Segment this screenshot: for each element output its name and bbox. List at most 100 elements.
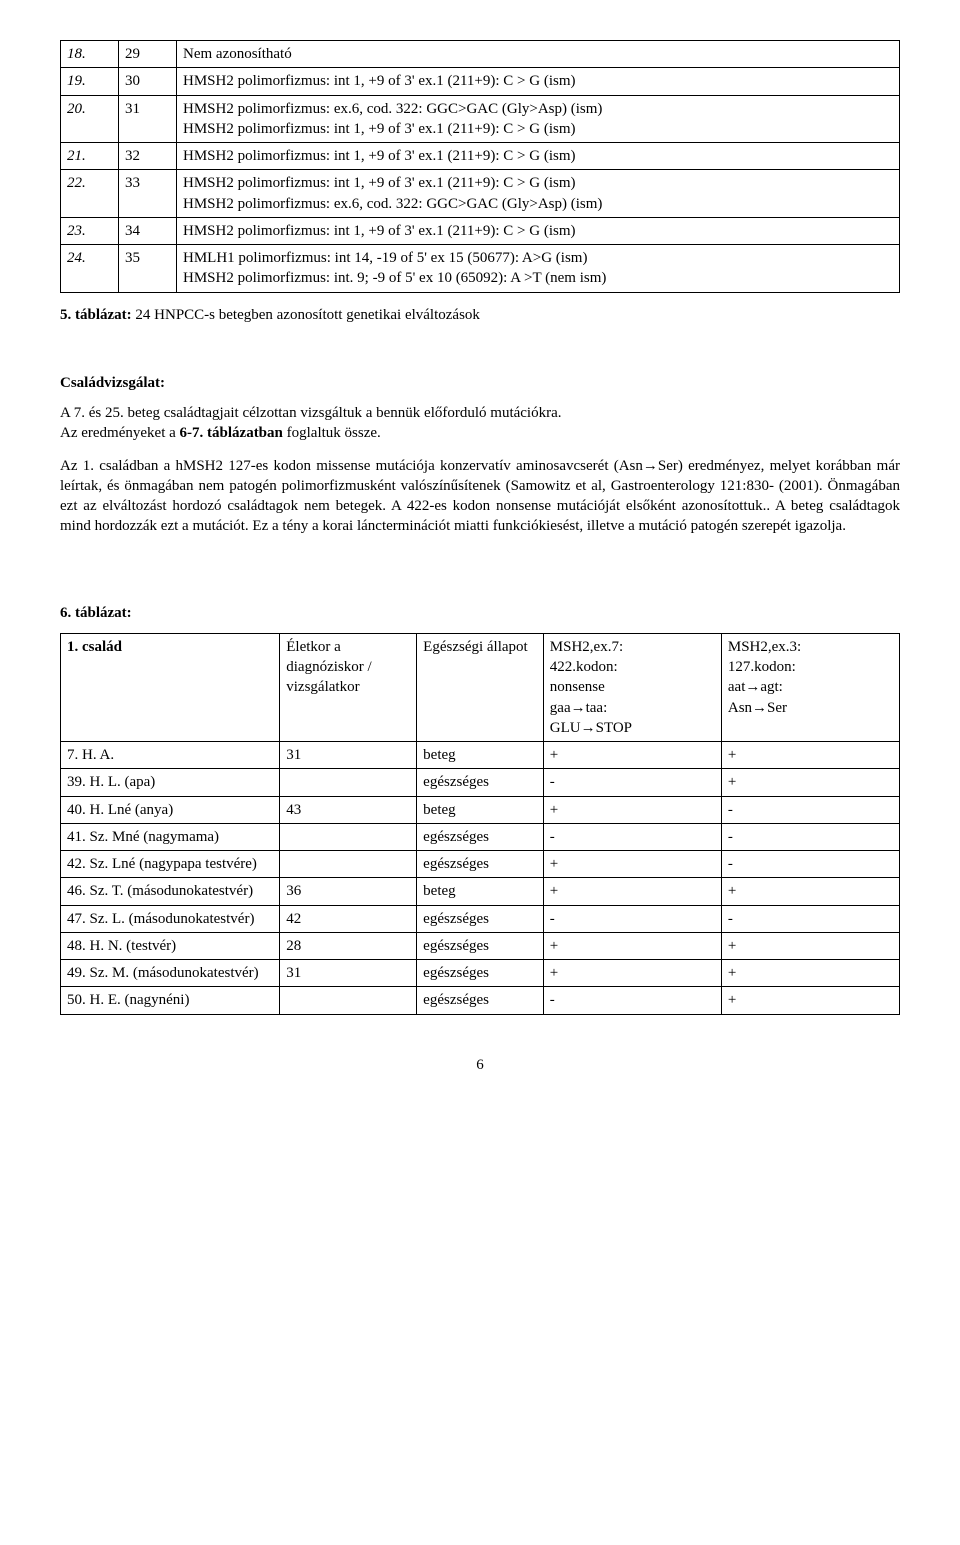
cell: beteg — [417, 742, 544, 769]
cell: beteg — [417, 796, 544, 823]
cell: + — [543, 742, 721, 769]
row-id: 29 — [119, 41, 177, 68]
row-id: 33 — [119, 170, 177, 218]
cell: egészséges — [417, 960, 544, 987]
cell: - — [543, 823, 721, 850]
cell: - — [543, 769, 721, 796]
cell: 42 — [280, 905, 417, 932]
para-2: Az 1. családban a hMSH2 127-es kodon mis… — [60, 456, 900, 537]
table-row: 48. H. N. (testvér)28egészséges++ — [61, 932, 900, 959]
cell — [280, 769, 417, 796]
table-row: 49. Sz. M. (másodunokatestvér)31egészség… — [61, 960, 900, 987]
row-desc: HMSH2 polimorfizmus: int 1, +9 of 3' ex.… — [177, 170, 900, 218]
cell: 49. Sz. M. (másodunokatestvér) — [61, 960, 280, 987]
section-family-title: Családvizsgálat: — [60, 373, 900, 393]
cell: 42. Sz. Lné (nagypapa testvére) — [61, 851, 280, 878]
table-row: 46. Sz. T. (másodunokatestvér)36beteg++ — [61, 878, 900, 905]
cell: + — [721, 878, 899, 905]
para-1a: A 7. és 25. beteg családtagjait célzotta… — [60, 405, 562, 421]
table-row: 47. Sz. L. (másodunokatestvér)42egészség… — [61, 905, 900, 932]
row-id: 35 — [119, 245, 177, 293]
table-row: 19.30HMSH2 polimorfizmus: int 1, +9 of 3… — [61, 68, 900, 95]
table-row: 21.32HMSH2 polimorfizmus: int 1, +9 of 3… — [61, 143, 900, 170]
cell: - — [721, 823, 899, 850]
cell: - — [721, 905, 899, 932]
table-row: 22.33HMSH2 polimorfizmus: int 1, +9 of 3… — [61, 170, 900, 218]
table-row: 39. H. L. (apa) egészséges-+ — [61, 769, 900, 796]
row-id: 34 — [119, 217, 177, 244]
cell: + — [721, 769, 899, 796]
cell: + — [543, 960, 721, 987]
header-cell: 1. család — [61, 633, 280, 741]
row-desc: HMLH1 polimorfizmus: int 14, -19 of 5' e… — [177, 245, 900, 293]
header-cell: MSH2,ex.3: 127.kodon: aat→agt: Asn→Ser — [721, 633, 899, 741]
cell: - — [721, 851, 899, 878]
table-row: 20.31HMSH2 polimorfizmus: ex.6, cod. 322… — [61, 95, 900, 143]
cell: beteg — [417, 878, 544, 905]
cell: + — [721, 987, 899, 1014]
cell: egészséges — [417, 905, 544, 932]
para-1b-a: Az eredményeket a — [60, 425, 180, 441]
row-num: 19. — [61, 68, 119, 95]
cell: 36 — [280, 878, 417, 905]
cell: + — [543, 932, 721, 959]
table-row: 7. H. A.31beteg++ — [61, 742, 900, 769]
cell: + — [721, 742, 899, 769]
cell — [280, 823, 417, 850]
cell: + — [721, 932, 899, 959]
table2-title: 6. táblázat: — [60, 603, 900, 623]
cell: + — [543, 878, 721, 905]
caption-label: 5. táblázat: — [60, 307, 132, 323]
cell: - — [543, 987, 721, 1014]
page-number: 6 — [60, 1055, 900, 1075]
para-1: A 7. és 25. beteg családtagjait célzotta… — [60, 403, 900, 444]
header-cell: Egészségi állapot — [417, 633, 544, 741]
table-row: 18.29Nem azonosítható — [61, 41, 900, 68]
table-row: 40. H. Lné (anya)43beteg+- — [61, 796, 900, 823]
mutation-table: 18.29Nem azonosítható19.30HMSH2 polimorf… — [60, 40, 900, 293]
cell: egészséges — [417, 823, 544, 850]
row-num: 22. — [61, 170, 119, 218]
table1-caption: 5. táblázat: 24 HNPCC-s betegben azonosí… — [60, 305, 900, 325]
table-row: 42. Sz. Lné (nagypapa testvére) egészsége… — [61, 851, 900, 878]
cell: 40. H. Lné (anya) — [61, 796, 280, 823]
row-desc: HMSH2 polimorfizmus: int 1, +9 of 3' ex.… — [177, 143, 900, 170]
cell: + — [543, 851, 721, 878]
table-row: 50. H. E. (nagynéni) egészséges-+ — [61, 987, 900, 1014]
cell: + — [721, 960, 899, 987]
row-num: 20. — [61, 95, 119, 143]
cell: egészséges — [417, 769, 544, 796]
table-header-row: 1. családÉletkor a diagnóziskor / vizsgá… — [61, 633, 900, 741]
cell: 46. Sz. T. (másodunokatestvér) — [61, 878, 280, 905]
table-row: 24.35HMLH1 polimorfizmus: int 14, -19 of… — [61, 245, 900, 293]
caption-text: 24 HNPCC-s betegben azonosított genetika… — [132, 307, 480, 323]
cell: 43 — [280, 796, 417, 823]
cell: 50. H. E. (nagynéni) — [61, 987, 280, 1014]
cell: 48. H. N. (testvér) — [61, 932, 280, 959]
cell: 28 — [280, 932, 417, 959]
row-id: 31 — [119, 95, 177, 143]
row-num: 24. — [61, 245, 119, 293]
row-num: 21. — [61, 143, 119, 170]
cell: 47. Sz. L. (másodunokatestvér) — [61, 905, 280, 932]
cell: egészséges — [417, 851, 544, 878]
table-row: 41. Sz. Mné (nagymama)egészséges-- — [61, 823, 900, 850]
cell: - — [543, 905, 721, 932]
cell: egészséges — [417, 987, 544, 1014]
row-desc: HMSH2 polimorfizmus: int 1, +9 of 3' ex.… — [177, 217, 900, 244]
cell: + — [543, 796, 721, 823]
row-id: 32 — [119, 143, 177, 170]
family-table: 1. családÉletkor a diagnóziskor / vizsgá… — [60, 633, 900, 1015]
row-num: 23. — [61, 217, 119, 244]
row-desc: HMSH2 polimorfizmus: int 1, +9 of 3' ex.… — [177, 68, 900, 95]
cell: 39. H. L. (apa) — [61, 769, 280, 796]
header-cell: Életkor a diagnóziskor / vizsgálatkor — [280, 633, 417, 741]
row-desc: HMSH2 polimorfizmus: ex.6, cod. 322: GGC… — [177, 95, 900, 143]
cell: 31 — [280, 960, 417, 987]
cell: 31 — [280, 742, 417, 769]
cell: - — [721, 796, 899, 823]
para-1b-c: foglaltuk össze. — [283, 425, 381, 441]
cell: 7. H. A. — [61, 742, 280, 769]
row-id: 30 — [119, 68, 177, 95]
row-desc: Nem azonosítható — [177, 41, 900, 68]
